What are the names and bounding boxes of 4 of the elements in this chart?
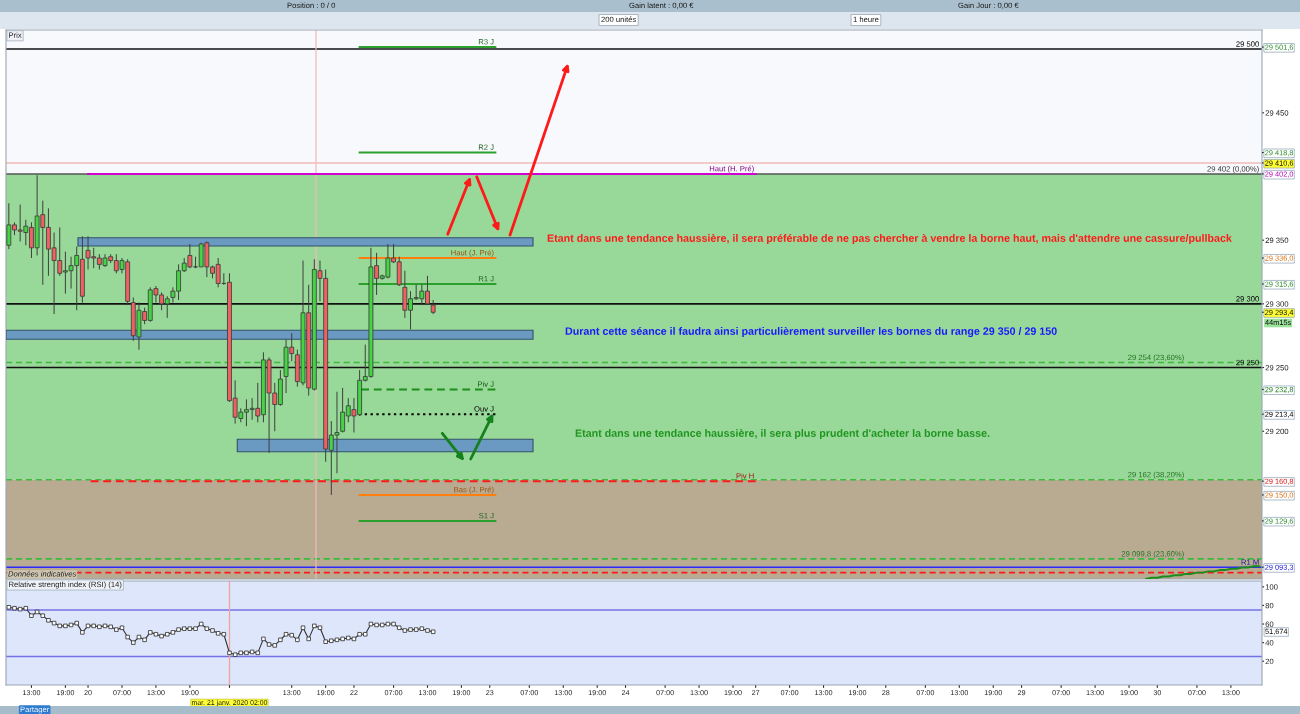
annotation: Etant dans une tendance haussière, il sera préférable de ne pas chercher à vendre la borne haut, mais d'attendre une cassure/pullback	[547, 233, 1232, 245]
annotation: Durant cette séance il faudra ainsi particulièrement surveiller les bornes du range 29 350 / 29 150	[565, 326, 1057, 338]
annotation: Etant dans une tendance haussière, il sera plus prudent d'acheter la borne basse.	[575, 428, 990, 440]
line-series	[1145, 565, 1261, 579]
